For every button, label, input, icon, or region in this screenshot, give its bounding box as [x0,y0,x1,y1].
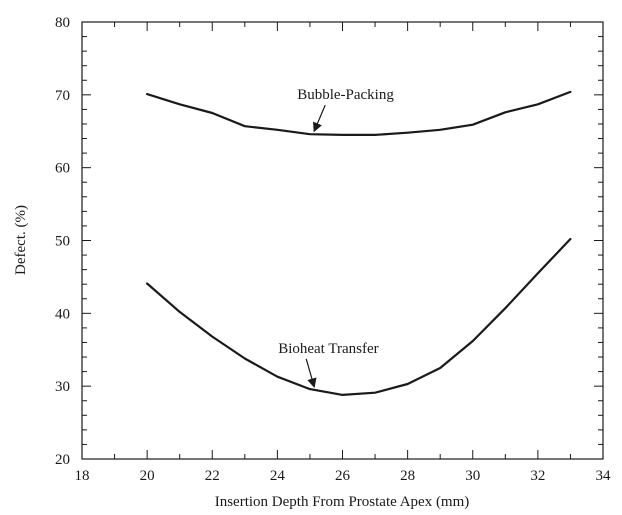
x-tick-label: 28 [400,468,415,484]
x-axis-label: Insertion Depth From Prostate Apex (mm) [215,494,470,510]
y-tick-label: 70 [55,88,70,104]
annotation-arrow [305,358,317,388]
y-tick-label: 50 [55,234,70,250]
x-tick-label: 32 [530,468,545,484]
x-tick-label: 24 [270,468,286,484]
x-axis: 18 20 22 24 26 28 30 32 34 [75,22,612,484]
series-line-0 [146,90,572,136]
series-group [146,90,572,396]
x-tick-label: 18 [75,468,90,484]
x-tick-label: 20 [140,468,155,484]
series-line-1 [146,237,572,396]
x-tick-label: 26 [335,468,351,484]
y-tick-label: 40 [55,306,70,322]
annotations: Bubble-Packing Bioheat Transfer [278,87,394,388]
series-annotation: Bubble-Packing [297,87,394,103]
y-tick-label: 30 [55,379,70,395]
y-tick-label: 60 [55,161,70,177]
y-tick-label: 80 [55,15,70,31]
y-axis: 20 30 40 50 60 70 80 [55,15,603,468]
x-tick-label: 34 [596,468,612,484]
series-annotation: Bioheat Transfer [278,341,378,357]
y-tick-label: 20 [55,452,70,468]
x-tick-label: 22 [205,468,220,484]
x-tick-label: 30 [465,468,480,484]
annotation-arrow [313,104,326,133]
y-axis-label: Defect. (%) [13,205,29,275]
